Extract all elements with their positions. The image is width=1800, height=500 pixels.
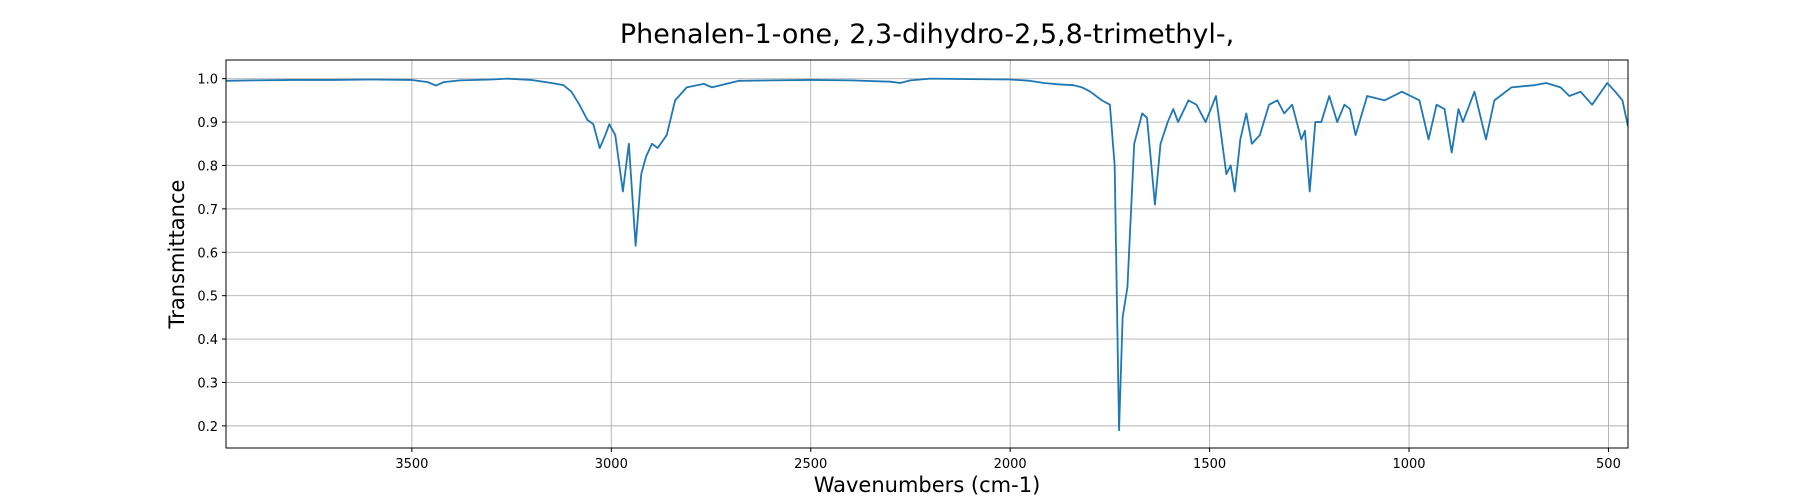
x-tick-label: 500: [1596, 457, 1621, 472]
y-tick-label: 0.4: [197, 333, 218, 348]
y-tick-label: 0.8: [197, 159, 218, 174]
y-axis-label: Transmittance: [165, 180, 189, 330]
y-tick-label: 0.6: [197, 246, 218, 261]
x-axis-label: Wavenumbers (cm-1): [814, 473, 1041, 497]
y-tick-label: 0.7: [197, 203, 218, 218]
x-tick-label: 2000: [994, 457, 1027, 472]
x-tick-label: 1500: [1193, 457, 1226, 472]
y-tick-label: 0.5: [197, 290, 218, 305]
y-tick-label: 1.0: [197, 73, 218, 88]
chart-title: Phenalen-1-one, 2,3-dihydro-2,5,8-trimet…: [620, 19, 1234, 50]
x-tick-label: 1000: [1392, 457, 1425, 472]
spectrum-line: [226, 77, 1628, 432]
plot-frame: [225, 59, 1629, 449]
x-tick-label: 3000: [595, 457, 628, 472]
x-tick-label: 2500: [794, 457, 827, 472]
y-tick-label: 0.3: [197, 376, 218, 391]
y-tick-label: 0.9: [197, 116, 218, 131]
y-tick-label: 0.2: [197, 420, 218, 435]
x-tick-label: 3500: [395, 457, 428, 472]
